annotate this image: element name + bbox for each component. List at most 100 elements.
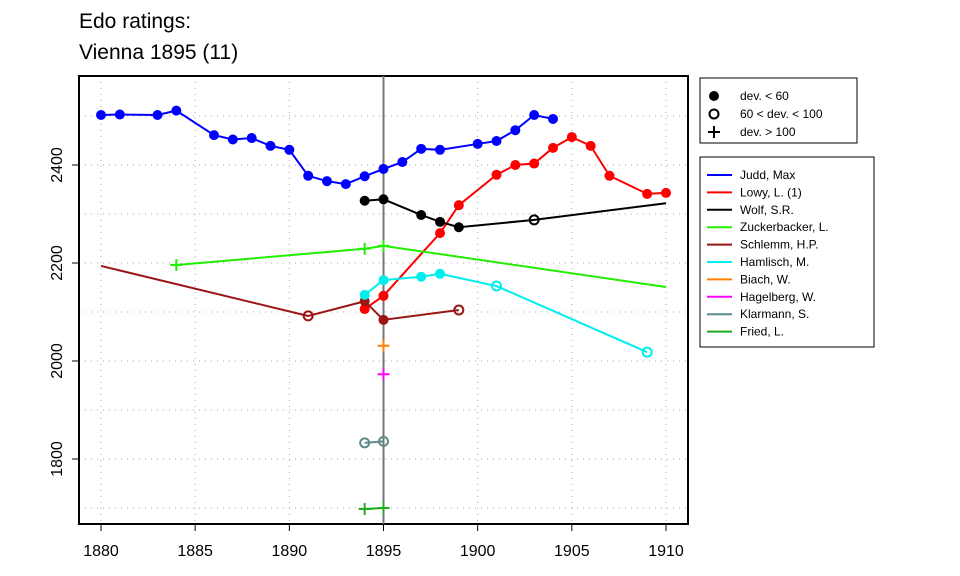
- data-point: [548, 142, 558, 153]
- series-schlemm-h-p-: [100, 264, 465, 325]
- data-point: [435, 144, 445, 155]
- data-point: [377, 368, 390, 381]
- series-line: [100, 264, 459, 321]
- legend-label: 60 < dev. < 100: [740, 107, 823, 121]
- legend-label: dev. > 100: [740, 125, 796, 139]
- y-tick-label: 2000: [49, 343, 66, 379]
- data-point: [377, 502, 390, 514]
- legend-box: [699, 77, 858, 144]
- legend-marker: [708, 126, 720, 138]
- data-point: [359, 171, 370, 182]
- chart-title-line2: Vienna 1895 (11): [79, 41, 239, 64]
- series-hagelberg-w-: [377, 368, 390, 381]
- series-hamlisch-m-: [359, 268, 653, 358]
- data-point: [528, 214, 540, 226]
- series-fried-l-: [358, 502, 390, 515]
- data-point: [510, 125, 521, 136]
- series-biach-w-: [377, 339, 390, 352]
- data-point: [378, 163, 389, 174]
- legend-label: Fried, L.: [740, 325, 784, 339]
- data-point: [491, 169, 502, 180]
- data-point: [378, 275, 389, 286]
- data-point: [661, 187, 671, 198]
- data-point: [359, 289, 370, 300]
- y-tick-label: 2400: [49, 147, 66, 183]
- data-point: [435, 216, 445, 227]
- x-tick-label: 1910: [648, 543, 684, 560]
- data-point: [378, 290, 389, 301]
- series-line: [364, 272, 648, 354]
- legend-label: Wolf, S.R.: [740, 203, 794, 217]
- legend-label: Zuckerbacker, L.: [740, 220, 829, 234]
- x-tick-label: 1905: [554, 543, 590, 560]
- series-judd-max: [96, 105, 558, 190]
- legend-marker: [708, 108, 720, 120]
- series-zuckerbacker-l-: [170, 239, 667, 288]
- series-line: [176, 244, 667, 288]
- legend-label: dev. < 60: [740, 89, 789, 103]
- legend-marker: [709, 91, 719, 101]
- data-point: [359, 195, 370, 206]
- chart-title-line1: Edo ratings:: [79, 10, 192, 33]
- data-point: [378, 435, 389, 447]
- legend-box: [699, 156, 875, 348]
- data-point: [510, 160, 521, 170]
- data-point: [284, 144, 295, 155]
- data-point: [453, 222, 464, 233]
- data-point: [642, 188, 653, 199]
- legend-label: Hagelberg, W.: [740, 290, 816, 304]
- series-wolf-s-r-: [359, 194, 667, 233]
- series-line: [364, 440, 384, 444]
- data-point: [322, 176, 332, 187]
- data-point: [641, 346, 653, 358]
- data-point: [358, 242, 371, 255]
- marker-legend: dev. < 60 60 < dev. < 100 dev. > 100: [699, 77, 858, 144]
- data-point: [378, 314, 389, 325]
- data-point: [529, 158, 540, 169]
- x-tick-label: 1890: [272, 543, 308, 560]
- x-tick-label: 1895: [366, 543, 402, 560]
- series-klarmann-s-: [359, 435, 389, 449]
- series-lowy-l-1-: [359, 132, 671, 315]
- series-legend: Judd, Max Lowy, L. (1) Wolf, S.R. Zuckerbac…: [699, 156, 875, 348]
- x-tick-label: 1880: [83, 543, 119, 560]
- data-point: [566, 132, 577, 143]
- data-point: [170, 258, 183, 271]
- data-point: [227, 134, 238, 145]
- data-point: [585, 140, 596, 151]
- legend-label: Lowy, L. (1): [740, 185, 802, 199]
- data-point: [359, 437, 371, 449]
- series-line: [364, 198, 667, 229]
- data-point: [303, 170, 314, 181]
- data-point: [152, 110, 163, 121]
- data-point: [472, 138, 483, 149]
- data-point: [416, 143, 427, 154]
- y-tick-label: 2200: [49, 245, 66, 281]
- legend-label: Klarmann, S.: [740, 307, 809, 321]
- data-point: [453, 200, 464, 211]
- y-tick-label: 1800: [49, 441, 66, 477]
- data-point: [359, 304, 370, 315]
- data-point: [529, 110, 540, 121]
- data-point: [377, 339, 390, 352]
- data-point: [548, 113, 558, 124]
- legend-label: Biach, W.: [740, 272, 791, 286]
- data-point: [453, 304, 465, 316]
- data-point: [377, 239, 390, 252]
- data-point: [416, 209, 427, 220]
- data-point: [114, 109, 125, 120]
- legend-label: Judd, Max: [740, 168, 795, 182]
- data-point: [378, 194, 389, 205]
- data-point: [265, 140, 276, 151]
- data-point: [435, 268, 445, 279]
- x-tick-label: 1900: [460, 543, 496, 560]
- legend-label: Hamlisch, M.: [740, 255, 809, 269]
- data-point: [358, 502, 371, 515]
- data-point: [397, 157, 408, 168]
- data-point: [209, 130, 219, 141]
- legend-label: Schlemm, H.P.: [740, 238, 818, 252]
- data-point: [416, 271, 427, 282]
- data-point: [96, 110, 106, 121]
